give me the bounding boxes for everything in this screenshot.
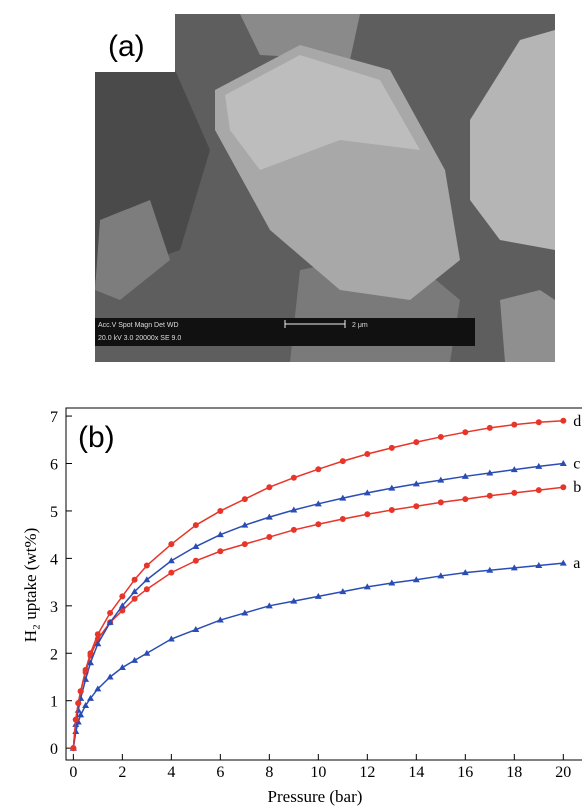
marker <box>462 496 468 502</box>
sem-info: 20.0 kV 3.0 20000x SE 9.0 <box>98 335 181 342</box>
marker <box>413 439 419 445</box>
marker <box>389 445 395 451</box>
marker <box>168 541 174 547</box>
series-label: d <box>573 413 581 430</box>
panel-label: (b) <box>78 421 115 454</box>
marker <box>131 657 138 663</box>
marker <box>560 418 566 424</box>
marker <box>364 511 370 517</box>
figure: (a) Acc.V Spot Magn Det WD 2 μm 20.0 kV … <box>0 0 582 809</box>
marker <box>95 631 101 637</box>
marker <box>217 548 223 554</box>
marker <box>438 499 444 505</box>
marker <box>107 610 113 616</box>
marker <box>560 460 567 466</box>
x-tick-label: 14 <box>408 764 424 781</box>
marker <box>242 541 248 547</box>
marker <box>291 475 297 481</box>
marker <box>144 586 150 592</box>
marker <box>462 429 468 435</box>
marker <box>75 700 81 706</box>
x-tick-label: 20 <box>555 764 571 781</box>
y-tick-label: 3 <box>50 599 58 616</box>
x-tick-label: 18 <box>506 764 522 781</box>
series-label: a <box>573 555 580 572</box>
marker <box>119 664 126 670</box>
marker <box>413 503 419 509</box>
x-tick-label: 0 <box>69 764 77 781</box>
marker <box>438 434 444 440</box>
marker <box>242 496 248 502</box>
marker <box>315 521 321 527</box>
sem-info: Acc.V Spot Magn Det WD <box>98 322 179 329</box>
marker <box>340 458 346 464</box>
marker <box>536 487 542 493</box>
marker <box>266 484 272 490</box>
y-tick-label: 0 <box>50 741 58 758</box>
series-label: c <box>573 456 580 473</box>
x-tick-label: 8 <box>265 764 273 781</box>
marker <box>73 717 79 723</box>
marker <box>70 745 76 751</box>
marker <box>193 558 199 564</box>
marker <box>536 419 542 425</box>
marker <box>119 593 125 599</box>
y-tick-label: 4 <box>50 551 58 568</box>
x-tick-label: 10 <box>310 764 326 781</box>
marker <box>217 508 223 514</box>
series-label: b <box>573 479 581 496</box>
y-tick-label: 7 <box>50 409 58 426</box>
y-axis-label: H₂ uptake (wt%) <box>21 528 40 643</box>
marker <box>78 688 84 694</box>
marker <box>364 451 370 457</box>
y-tick-label: 6 <box>50 457 58 474</box>
marker <box>168 570 174 576</box>
sem-scale: 2 μm <box>352 322 368 329</box>
marker <box>560 484 566 490</box>
x-tick-label: 2 <box>118 764 126 781</box>
marker <box>193 522 199 528</box>
marker <box>144 562 150 568</box>
marker <box>511 490 517 496</box>
x-tick-label: 12 <box>359 764 375 781</box>
x-tick-label: 6 <box>216 764 224 781</box>
x-axis-label: Pressure (bar) <box>268 787 363 806</box>
marker <box>168 557 175 563</box>
marker <box>266 534 272 540</box>
panel-label: (a) <box>108 30 145 63</box>
y-tick-label: 1 <box>50 694 58 711</box>
marker <box>83 667 89 673</box>
marker <box>511 422 517 428</box>
x-tick-label: 16 <box>457 764 473 781</box>
marker <box>389 507 395 513</box>
x-tick-label: 4 <box>167 764 175 781</box>
marker <box>487 425 493 431</box>
y-tick-label: 5 <box>50 504 58 521</box>
y-tick-label: 2 <box>50 646 58 663</box>
marker <box>291 527 297 533</box>
marker <box>315 466 321 472</box>
marker <box>143 650 150 656</box>
marker <box>487 493 493 499</box>
marker <box>132 596 138 602</box>
marker <box>87 650 93 656</box>
sem-image <box>95 14 555 362</box>
marker <box>132 577 138 583</box>
marker <box>340 516 346 522</box>
